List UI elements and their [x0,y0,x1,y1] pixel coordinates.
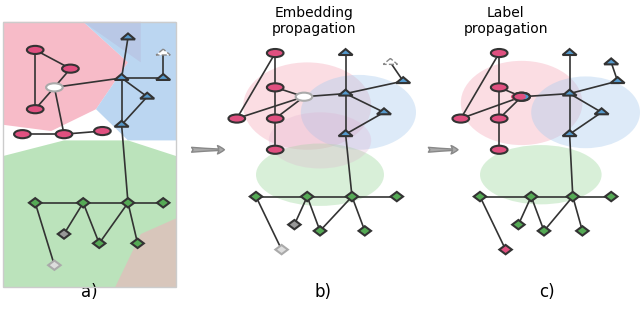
Polygon shape [604,58,618,64]
Circle shape [94,127,111,135]
Polygon shape [115,218,176,287]
Polygon shape [499,245,512,254]
Polygon shape [566,192,579,201]
Text: Label
propagation: Label propagation [463,6,548,37]
Polygon shape [339,49,353,55]
Polygon shape [563,49,577,55]
Text: Embedding
propagation: Embedding propagation [271,6,356,37]
Polygon shape [605,192,618,201]
Polygon shape [396,77,410,83]
Ellipse shape [301,75,416,150]
Polygon shape [77,198,90,207]
Polygon shape [390,192,403,201]
Polygon shape [275,245,288,254]
Ellipse shape [480,145,602,204]
Circle shape [267,146,284,154]
Polygon shape [156,49,170,55]
Circle shape [267,49,284,57]
Circle shape [267,115,284,123]
Circle shape [62,65,79,73]
Circle shape [491,49,508,57]
Polygon shape [3,22,141,62]
Text: a): a) [81,283,98,301]
Polygon shape [301,192,314,201]
Polygon shape [3,22,128,131]
Polygon shape [339,90,353,95]
Polygon shape [525,192,538,201]
Text: b): b) [315,283,332,301]
Polygon shape [576,226,589,236]
Polygon shape [474,192,486,201]
Circle shape [267,83,284,91]
Circle shape [296,93,312,101]
Polygon shape [314,226,326,236]
Polygon shape [48,261,61,270]
Polygon shape [29,198,42,207]
Polygon shape [115,121,129,127]
Circle shape [27,46,44,54]
Circle shape [452,115,469,123]
Polygon shape [346,192,358,201]
Circle shape [491,115,508,123]
Polygon shape [140,93,154,99]
Polygon shape [93,239,106,248]
Ellipse shape [269,112,371,168]
Polygon shape [121,33,135,39]
Polygon shape [383,58,397,64]
Polygon shape [115,74,129,80]
Polygon shape [288,220,301,229]
Polygon shape [122,198,134,207]
Ellipse shape [461,61,582,145]
Polygon shape [358,226,371,236]
Circle shape [491,83,508,91]
Polygon shape [611,77,625,83]
Text: c): c) [540,283,555,301]
Polygon shape [595,108,609,114]
Circle shape [511,93,526,100]
Polygon shape [563,130,577,136]
Polygon shape [131,239,144,248]
Polygon shape [377,108,391,114]
Polygon shape [339,130,353,136]
Circle shape [56,130,72,138]
Ellipse shape [243,62,371,150]
Circle shape [491,146,508,154]
Polygon shape [250,192,262,201]
Polygon shape [58,229,70,239]
Ellipse shape [256,144,384,206]
Polygon shape [3,140,176,287]
Circle shape [228,115,245,123]
Circle shape [27,105,44,113]
Polygon shape [538,226,550,236]
Ellipse shape [531,76,640,148]
Polygon shape [512,220,525,229]
Circle shape [46,83,63,91]
Circle shape [14,130,31,138]
Circle shape [513,93,530,101]
Polygon shape [157,198,170,207]
Polygon shape [156,74,170,80]
Polygon shape [563,90,577,95]
FancyBboxPatch shape [3,22,176,287]
Polygon shape [83,22,176,140]
